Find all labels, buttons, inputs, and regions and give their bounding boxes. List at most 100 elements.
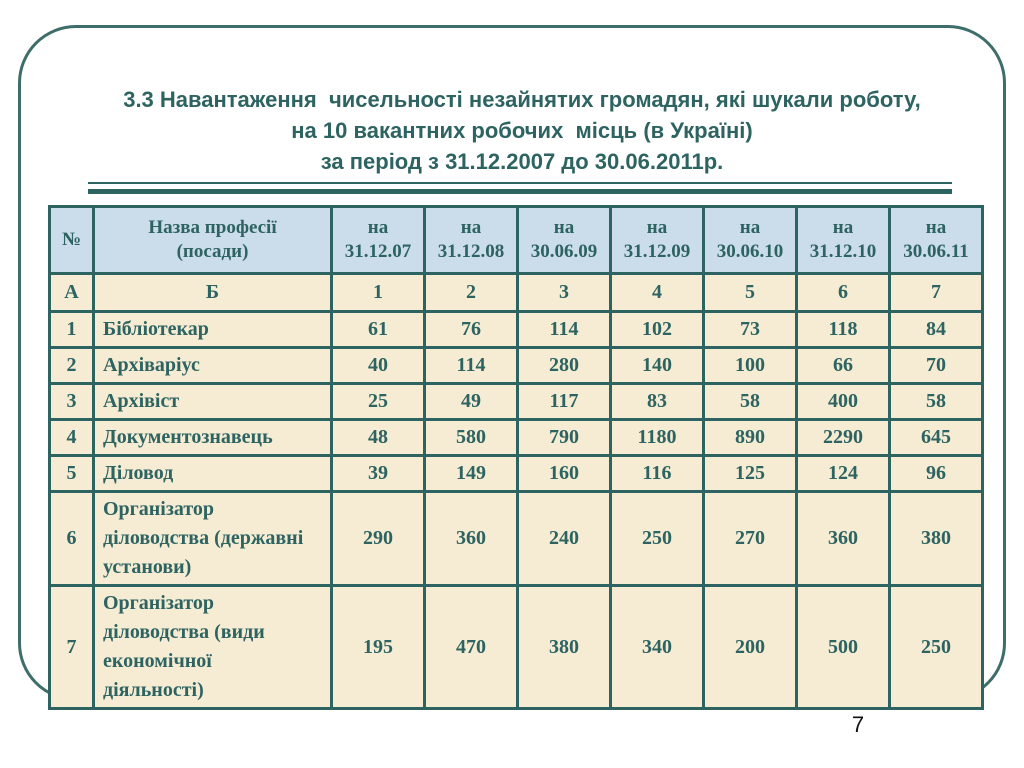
table-row: 7 Організатор діловодства (види економіч… (48, 584, 984, 710)
value-cell: 25 (330, 382, 426, 421)
value-cell: 114 (516, 310, 612, 349)
value-cell: 790 (516, 418, 612, 457)
profession-name-cell: Бібліотекар (92, 310, 333, 349)
table-row: 4 Документознавець 48 580 790 1180 890 2290 64… (48, 418, 984, 457)
value-cell: 500 (795, 584, 891, 710)
professions-table: № Назва професії (посади) на 31.12.07 на… (48, 205, 984, 710)
value-cell: 58 (888, 382, 984, 421)
table-row: 6 Організатор діловодства (державні уста… (48, 490, 984, 587)
column-header-date-1: на 31.12.07 (330, 205, 426, 275)
column-header-date-3: на 30.06.09 (516, 205, 612, 275)
value-cell: 195 (330, 584, 426, 710)
value-cell: 66 (795, 346, 891, 385)
profession-name-cell: Організатор діловодства (державні устано… (92, 490, 333, 587)
value-cell: 39 (330, 454, 426, 493)
index-cell: 4 (609, 272, 705, 313)
title-line-3: за період з 31.12.2007 до 30.06.2011р. (320, 149, 724, 174)
value-cell: 73 (702, 310, 798, 349)
table-row: 5 Діловод 39 149 160 116 125 124 96 (48, 454, 984, 493)
column-header-date-2: на 31.12.08 (423, 205, 519, 275)
table-index-row: А Б 1 2 3 4 5 6 7 (48, 272, 984, 313)
value-cell: 118 (795, 310, 891, 349)
value-cell: 380 (516, 584, 612, 710)
value-cell: 84 (888, 310, 984, 349)
value-cell: 116 (609, 454, 705, 493)
value-cell: 580 (423, 418, 519, 457)
table-row: 1 Бібліотекар 61 76 114 102 73 118 84 (48, 310, 984, 349)
row-number-cell: 7 (48, 584, 95, 710)
value-cell: 380 (888, 490, 984, 587)
value-cell: 83 (609, 382, 705, 421)
row-number-cell: 3 (48, 382, 95, 421)
value-cell: 250 (609, 490, 705, 587)
value-cell: 40 (330, 346, 426, 385)
profession-name-cell: Архівіст (92, 382, 333, 421)
value-cell: 1180 (609, 418, 705, 457)
value-cell: 470 (423, 584, 519, 710)
page-title: 3.3 Навантаження чисельності незайнятих … (40, 84, 1004, 177)
index-cell: 1 (330, 272, 426, 313)
title-line-2: на 10 вакантних робочих місць (в Україні… (291, 118, 753, 143)
value-cell: 280 (516, 346, 612, 385)
table-row: 3 Архівіст 25 49 117 83 58 400 58 (48, 382, 984, 421)
value-cell: 125 (702, 454, 798, 493)
value-cell: 149 (423, 454, 519, 493)
profession-name-cell: Архіваріус (92, 346, 333, 385)
column-header-date-7: на 30.06.11 (888, 205, 984, 275)
table-body: 1 Бібліотекар 61 76 114 102 73 118 84 2 Архіва… (48, 310, 984, 710)
profession-name-cell: Організатор діловодства (види економічно… (92, 584, 333, 710)
index-cell: А (48, 272, 95, 313)
column-header-date-5: на 30.06.10 (702, 205, 798, 275)
index-cell: 2 (423, 272, 519, 313)
value-cell: 117 (516, 382, 612, 421)
index-cell: Б (92, 272, 333, 313)
value-cell: 61 (330, 310, 426, 349)
value-cell: 96 (888, 454, 984, 493)
value-cell: 645 (888, 418, 984, 457)
column-header-number: № (48, 205, 95, 275)
value-cell: 70 (888, 346, 984, 385)
value-cell: 360 (423, 490, 519, 587)
value-cell: 114 (423, 346, 519, 385)
profession-name-cell: Діловод (92, 454, 333, 493)
value-cell: 160 (516, 454, 612, 493)
value-cell: 49 (423, 382, 519, 421)
value-cell: 890 (702, 418, 798, 457)
row-number-cell: 5 (48, 454, 95, 493)
row-number-cell: 2 (48, 346, 95, 385)
profession-name-cell: Документознавець (92, 418, 333, 457)
value-cell: 58 (702, 382, 798, 421)
column-header-date-6: на 31.12.10 (795, 205, 891, 275)
title-divider-thin (88, 182, 952, 184)
index-cell: 5 (702, 272, 798, 313)
table-row: 2 Архіваріус 40 114 280 140 100 66 70 (48, 346, 984, 385)
index-cell: 6 (795, 272, 891, 313)
row-number-cell: 1 (48, 310, 95, 349)
row-number-cell: 6 (48, 490, 95, 587)
value-cell: 340 (609, 584, 705, 710)
row-number-cell: 4 (48, 418, 95, 457)
value-cell: 200 (702, 584, 798, 710)
value-cell: 76 (423, 310, 519, 349)
value-cell: 250 (888, 584, 984, 710)
title-line-1: 3.3 Навантаження чисельності незайнятих … (123, 87, 921, 112)
value-cell: 124 (795, 454, 891, 493)
value-cell: 48 (330, 418, 426, 457)
title-divider-thick (88, 189, 952, 194)
value-cell: 140 (609, 346, 705, 385)
index-cell: 7 (888, 272, 984, 313)
column-header-profession: Назва професії (посади) (92, 205, 333, 275)
page-number: 7 (851, 712, 865, 737)
value-cell: 240 (516, 490, 612, 587)
value-cell: 2290 (795, 418, 891, 457)
value-cell: 400 (795, 382, 891, 421)
value-cell: 270 (702, 490, 798, 587)
value-cell: 290 (330, 490, 426, 587)
value-cell: 100 (702, 346, 798, 385)
value-cell: 360 (795, 490, 891, 587)
index-cell: 3 (516, 272, 612, 313)
table-header-row: № Назва професії (посади) на 31.12.07 на… (48, 205, 984, 275)
column-header-date-4: на 31.12.09 (609, 205, 705, 275)
value-cell: 102 (609, 310, 705, 349)
